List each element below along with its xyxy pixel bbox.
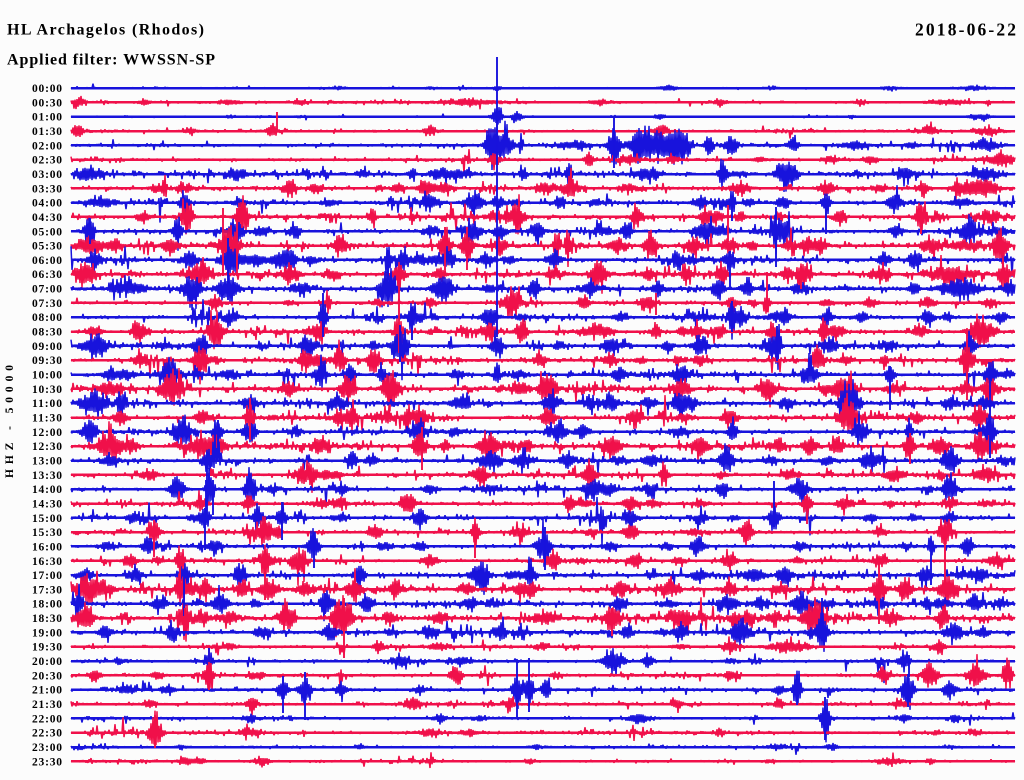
svg-text:09:00: 09:00: [32, 341, 62, 353]
svg-text:Applied filter: WWSSN-SP: Applied filter: WWSSN-SP: [7, 52, 215, 69]
svg-text:02:00: 02:00: [32, 140, 62, 152]
svg-text:05:00: 05:00: [32, 226, 62, 238]
svg-text:18:30: 18:30: [32, 613, 62, 625]
svg-text:12:00: 12:00: [32, 427, 62, 439]
svg-text:12:30: 12:30: [32, 441, 62, 453]
svg-text:02:30: 02:30: [32, 155, 62, 167]
svg-text:09:30: 09:30: [32, 355, 62, 367]
svg-text:14:00: 14:00: [32, 484, 62, 496]
svg-text:03:00: 03:00: [32, 169, 62, 181]
svg-text:15:30: 15:30: [32, 527, 62, 539]
svg-text:14:30: 14:30: [32, 499, 62, 511]
svg-text:20:30: 20:30: [32, 670, 62, 682]
svg-text:11:30: 11:30: [32, 413, 62, 425]
svg-text:16:00: 16:00: [32, 541, 62, 553]
svg-text:07:00: 07:00: [32, 284, 62, 296]
svg-text:17:00: 17:00: [32, 570, 62, 582]
svg-text:HHZ - 50000: HHZ - 50000: [4, 365, 16, 478]
svg-text:20:00: 20:00: [32, 656, 62, 668]
svg-text:01:30: 01:30: [32, 126, 62, 138]
svg-text:21:30: 21:30: [32, 699, 62, 711]
svg-text:15:00: 15:00: [32, 513, 62, 525]
svg-text:07:30: 07:30: [32, 298, 62, 310]
svg-text:10:30: 10:30: [32, 384, 62, 396]
svg-text:18:00: 18:00: [32, 599, 62, 611]
svg-text:08:30: 08:30: [32, 327, 62, 339]
svg-text:03:30: 03:30: [32, 183, 62, 195]
svg-text:HL Archagelos (Rhodos): HL Archagelos (Rhodos): [7, 22, 204, 39]
svg-text:22:30: 22:30: [32, 728, 62, 740]
svg-text:13:00: 13:00: [32, 456, 62, 468]
svg-text:06:00: 06:00: [32, 255, 62, 267]
svg-text:16:30: 16:30: [32, 556, 62, 568]
svg-text:22:00: 22:00: [32, 713, 62, 725]
svg-text:19:30: 19:30: [32, 642, 62, 654]
svg-text:21:00: 21:00: [32, 685, 62, 697]
svg-text:00:30: 00:30: [32, 97, 62, 109]
svg-text:08:00: 08:00: [32, 312, 62, 324]
svg-text:19:00: 19:00: [32, 627, 62, 639]
svg-text:06:30: 06:30: [32, 269, 62, 281]
svg-text:05:30: 05:30: [32, 241, 62, 253]
svg-text:23:30: 23:30: [32, 756, 62, 768]
svg-text:17:30: 17:30: [32, 584, 62, 596]
svg-text:13:30: 13:30: [32, 470, 62, 482]
svg-text:04:00: 04:00: [32, 198, 62, 210]
svg-text:11:00: 11:00: [32, 398, 62, 410]
svg-text:10:00: 10:00: [32, 370, 62, 382]
svg-text:23:00: 23:00: [32, 742, 62, 754]
svg-text:04:30: 04:30: [32, 212, 62, 224]
svg-text:00:00: 00:00: [32, 83, 62, 95]
svg-text:01:00: 01:00: [32, 112, 62, 124]
